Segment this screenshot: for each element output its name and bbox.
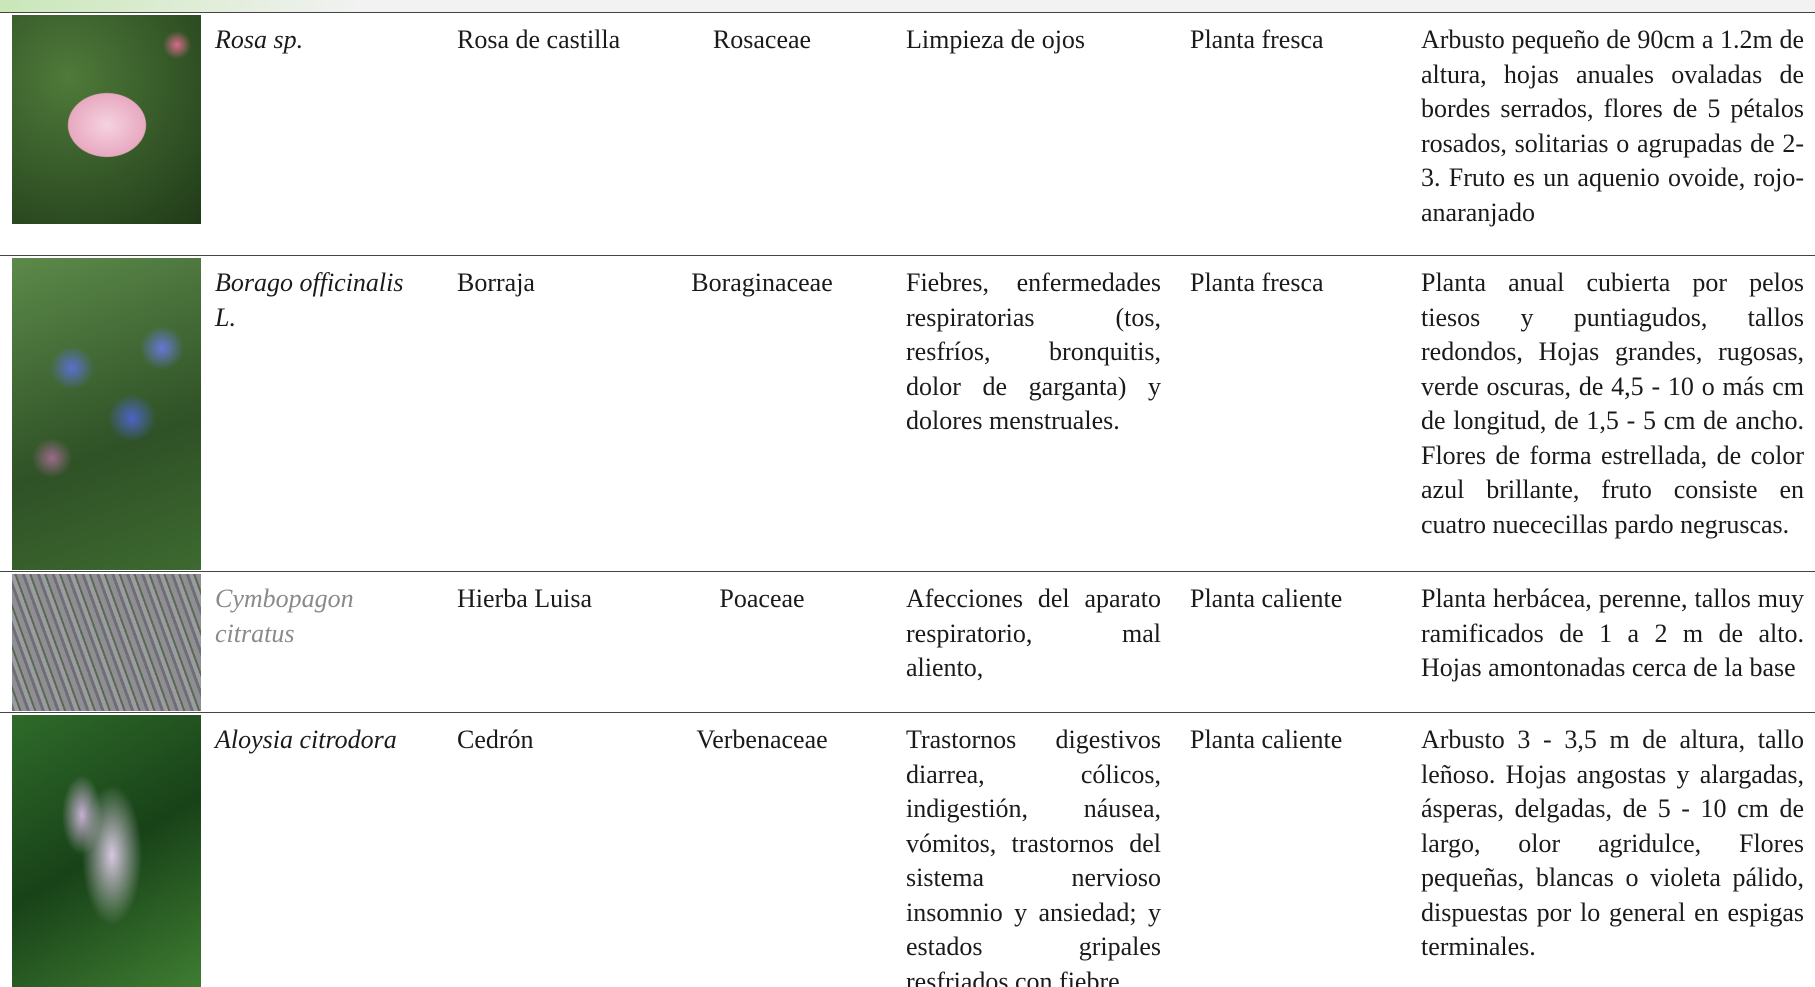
- top-bar: [0, 0, 1815, 12]
- table-row: Aloysia citrodora Cedrón Verbenaceae Tra…: [0, 712, 1815, 987]
- form: Planta fresca: [1190, 268, 1324, 297]
- use: Afecciones del aparato respiratorio, mal…: [906, 584, 1161, 682]
- scientific-name: Cymbopagon citratus: [215, 584, 354, 648]
- common-name: Hierba Luisa: [457, 584, 593, 613]
- family: Poaceae: [719, 584, 805, 613]
- use: Limpieza de ojos: [906, 25, 1086, 54]
- common-name: Borraja: [457, 268, 535, 297]
- plant-photo: [12, 715, 201, 987]
- description: Planta anual cubierta por pelos tiesos y…: [1421, 268, 1804, 539]
- plant-photo: [12, 15, 201, 224]
- plant-photo: [12, 258, 201, 570]
- scientific-name: Borago officinalis L.: [215, 268, 404, 332]
- description: Arbusto 3 - 3,5 m de altura, tallo leños…: [1421, 725, 1804, 961]
- common-name: Cedrón: [457, 725, 534, 754]
- scientific-name: Rosa sp.: [215, 25, 304, 54]
- family: Verbenaceae: [696, 725, 828, 754]
- table-row: Borago officinalis L. Borraja Boraginace…: [0, 255, 1815, 572]
- form: Planta caliente: [1190, 725, 1343, 754]
- use: Trastornos digestivos diarrea, cólicos, …: [906, 725, 1161, 987]
- description: Arbusto pequeño de 90cm a 1.2m de altura…: [1421, 25, 1804, 227]
- family: Boraginaceae: [691, 268, 833, 297]
- description: Planta herbácea, perenne, tallos muy ram…: [1421, 584, 1804, 682]
- use: Fiebres, enfermedades respiratorias (tos…: [906, 268, 1161, 435]
- scientific-name: Aloysia citrodora: [215, 725, 397, 754]
- family: Rosaceae: [712, 25, 812, 54]
- plant-photo: [12, 574, 201, 711]
- table-row: Cymbopagon citratus Hierba Luisa Poaceae…: [0, 571, 1815, 713]
- common-name: Rosa de castilla: [457, 25, 621, 54]
- table-row: Rosa sp. Rosa de castilla Rosaceae Limpi…: [0, 12, 1815, 256]
- form: Planta fresca: [1190, 25, 1324, 54]
- form: Planta caliente: [1190, 584, 1343, 613]
